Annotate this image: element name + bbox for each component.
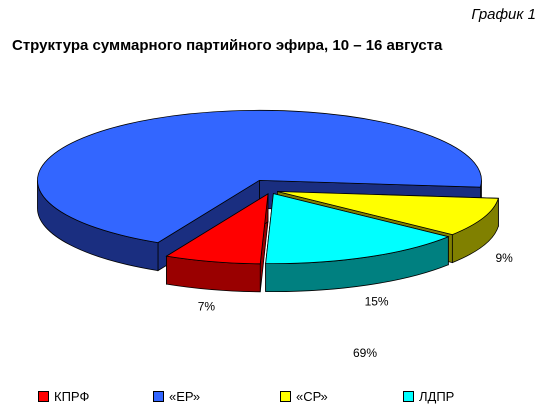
legend-swatch-sr xyxy=(280,391,291,402)
legend-item-kprf: КПРФ xyxy=(38,389,89,404)
figure-caption: График 1 xyxy=(471,6,536,23)
legend-label-er: «ЕР» xyxy=(169,389,201,404)
pie-slice-ldpr xyxy=(265,193,450,265)
data-label-sr: 9% xyxy=(495,251,513,265)
legend-label-ldpr: ЛДПР xyxy=(419,389,455,404)
pie-slice-kprf xyxy=(165,193,269,265)
legend-item-ldpr: ЛДПР xyxy=(403,389,454,404)
chart-legend: КПРФ «ЕР» «СР» ЛДПР xyxy=(0,389,550,411)
legend-swatch-er xyxy=(153,391,164,402)
legend-swatch-ldpr xyxy=(403,391,414,402)
chart-title: Структура суммарного партийного эфира, 1… xyxy=(12,37,443,54)
pie-slice-er xyxy=(37,109,482,244)
pie-chart: 7% 69% 9% 15% xyxy=(37,109,513,360)
legend-label-sr: «СР» xyxy=(296,389,328,404)
pie-slice-sr xyxy=(277,191,499,236)
legend-swatch-kprf xyxy=(38,391,49,402)
legend-item-sr: «СР» xyxy=(280,389,328,404)
data-label-kprf: 7% xyxy=(198,299,216,313)
legend-item-er: «ЕР» xyxy=(153,389,200,404)
legend-label-kprf: КПРФ xyxy=(54,389,90,404)
data-label-er: 69% xyxy=(353,346,377,360)
data-label-ldpr: 15% xyxy=(365,294,389,308)
